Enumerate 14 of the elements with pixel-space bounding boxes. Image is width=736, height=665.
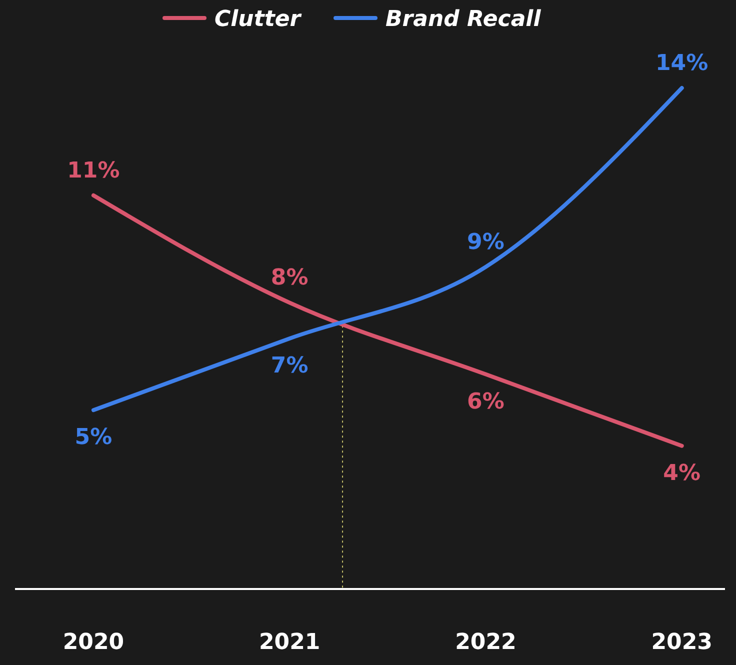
data-label: 6% — [467, 389, 504, 414]
data-label: 8% — [270, 266, 308, 291]
x-tick-label: 2023 — [651, 630, 712, 655]
data-label: 5% — [74, 425, 112, 450]
data-label: 4% — [663, 460, 701, 486]
data-label: 14% — [656, 51, 708, 76]
x-tick-label: 2022 — [455, 630, 516, 655]
legend-label: Brand Recall — [386, 7, 542, 32]
data-label: 11% — [67, 158, 120, 184]
data-label: 9% — [467, 230, 504, 255]
legend-label: Clutter — [214, 7, 302, 32]
x-tick-label: 2020 — [62, 630, 124, 655]
x-tick-label: 2021 — [258, 630, 320, 655]
data-label: 7% — [270, 354, 308, 378]
